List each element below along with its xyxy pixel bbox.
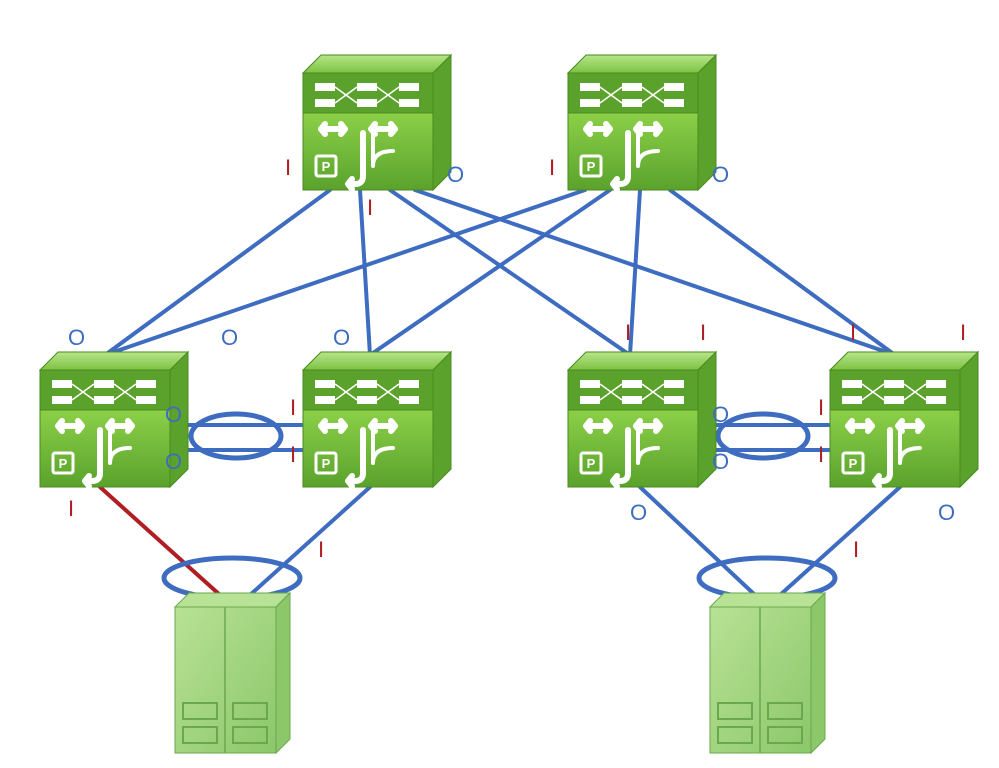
port-label-o-1: O bbox=[447, 162, 464, 187]
port-label-i-11: I bbox=[960, 320, 966, 345]
switch-dist-b2 bbox=[830, 352, 978, 487]
link-0 bbox=[105, 190, 330, 355]
lag-ring-3 bbox=[699, 558, 835, 598]
links-layer bbox=[100, 190, 900, 595]
port-label-i-10: I bbox=[850, 320, 856, 345]
switch-core-b bbox=[568, 55, 716, 190]
port-label-i-20: I bbox=[68, 496, 74, 521]
switch-dist-a2 bbox=[303, 352, 451, 487]
port-label-o-16: O bbox=[712, 402, 729, 427]
switch-dist-b1 bbox=[568, 352, 716, 487]
port-label-i-0: I bbox=[285, 155, 291, 180]
switch-core-a bbox=[303, 55, 451, 190]
server-srv-b bbox=[710, 593, 825, 753]
port-label-i-18: I bbox=[818, 395, 824, 420]
port-label-o-13: O bbox=[165, 449, 182, 474]
port-label-i-14: I bbox=[290, 395, 296, 420]
port-label-o-12: O bbox=[165, 402, 182, 427]
port-label-o-6: O bbox=[221, 325, 238, 350]
rings-layer bbox=[164, 414, 835, 598]
port-label-i-9: I bbox=[700, 320, 706, 345]
port-label-i-4: I bbox=[367, 195, 373, 220]
labels-layer: IOIOIOOOIIIIOOIIOOIIIOOII bbox=[68, 155, 966, 562]
link-6 bbox=[630, 190, 640, 355]
port-label-i-15: I bbox=[290, 442, 296, 467]
port-label-i-2: I bbox=[549, 155, 555, 180]
port-label-i-23: I bbox=[318, 537, 324, 562]
link-15 bbox=[780, 487, 900, 595]
port-label-o-5: O bbox=[68, 325, 85, 350]
link-12 bbox=[100, 487, 220, 595]
port-label-o-3: O bbox=[712, 162, 729, 187]
port-label-o-21: O bbox=[630, 500, 647, 525]
network-diagram: P IOIOIOOOIIIIOOIIOOIIIOOII .sw-top { fi… bbox=[0, 0, 999, 768]
lag-ring-2 bbox=[164, 558, 300, 598]
port-label-o-22: O bbox=[938, 500, 955, 525]
port-label-o-17: O bbox=[712, 449, 729, 474]
port-label-i-8: I bbox=[625, 320, 631, 345]
server-srv-a bbox=[175, 593, 290, 753]
port-label-o-7: O bbox=[333, 325, 350, 350]
link-13 bbox=[250, 487, 370, 595]
port-label-i-24: I bbox=[853, 537, 859, 562]
port-label-i-19: I bbox=[818, 442, 824, 467]
